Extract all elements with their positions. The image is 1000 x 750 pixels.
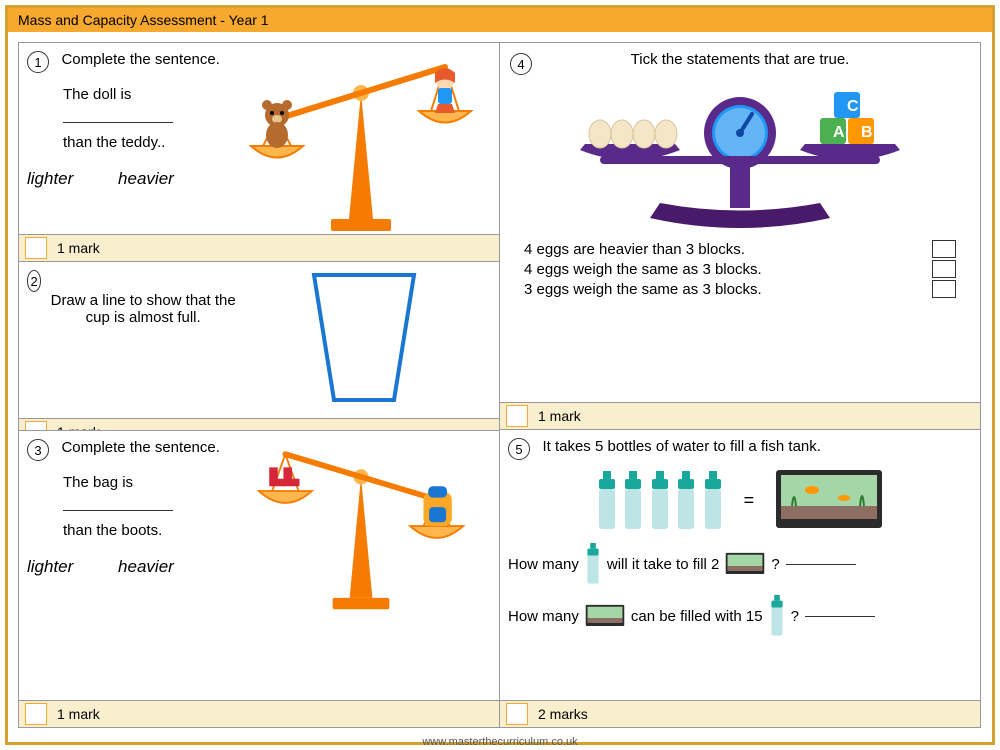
q1-number: 1 [27,51,49,73]
q3-mark-label: 1 mark [57,706,100,722]
q5-line2-c: ? [791,608,799,625]
question-4: 4 Tick the statements that are true. [499,42,981,430]
q5-mark-label: 2 marks [538,706,588,722]
bottle-icon [769,595,785,637]
q4-tickbox-2[interactable] [932,260,956,278]
fish-tank-icon [774,468,884,533]
left-column: 1 Complete the sentence. The doll is tha… [18,42,500,728]
q1-option-lighter: lighter [27,169,73,188]
question-3: 3 Complete the sentence. The bag is than… [18,430,500,728]
q4-instruction: Tick the statements that are true. [631,51,850,68]
q5-line1-a: How many [508,556,579,573]
q4-statement-1: 4 eggs are heavier than 3 blocks. [524,241,745,258]
content-grid: 1 Complete the sentence. The doll is tha… [8,32,992,738]
balance-scale-icon [231,439,491,614]
q5-answer-2[interactable] [805,616,875,617]
q5-instruction: It takes 5 bottles of water to fill a fi… [542,438,820,455]
q1-blank[interactable] [63,122,173,123]
q3-option-heavier: heavier [118,557,174,576]
q3-number: 3 [27,439,49,461]
q4-markbox[interactable] [506,405,528,427]
q5-line1-b: will it take to fill 2 [607,556,720,573]
q5-number: 5 [508,438,530,460]
footer-url: www.masterthecurriculum.co.uk [0,736,1000,748]
q2-number: 2 [27,270,41,292]
q5-line2-b: can be filled with 15 [631,608,763,625]
page-title: Mass and Capacity Assessment - Year 1 [8,8,992,32]
svg-text:C: C [847,98,859,115]
q5-line2-a: How many [508,608,579,625]
cup-icon[interactable] [299,270,429,410]
q3-line3: than the boots. [63,519,237,543]
q1-line1: The doll is [63,83,237,107]
q1-mark-label: 1 mark [57,240,100,256]
q4-tickbox-1[interactable] [932,240,956,258]
q4-tickbox-3[interactable] [932,280,956,298]
question-1: 1 Complete the sentence. The doll is tha… [18,42,500,262]
equals-icon: = [744,490,755,511]
q1-line3: than the teddy.. [63,131,237,155]
q4-mark-label: 1 mark [538,408,581,424]
q5-answer-1[interactable] [786,564,856,565]
q5-line1-c: ? [771,556,779,573]
q3-blank[interactable] [63,510,173,511]
q2-instruction: Draw a line to show that the cup is almo… [49,292,237,326]
dial-scale-icon: A B C [508,68,972,233]
question-5: 5 It takes 5 bottles of water to fill a … [499,429,981,728]
q1-option-heavier: heavier [118,169,174,188]
q4-statement-3: 3 eggs weigh the same as 3 blocks. [524,281,762,298]
svg-text:B: B [861,124,873,141]
question-2: 2 Draw a line to show that the cup is al… [18,261,500,431]
q4-number: 4 [510,53,532,75]
worksheet-frame: Mass and Capacity Assessment - Year 1 1 … [5,5,995,745]
q3-instruction: Complete the sentence. [61,439,219,456]
q4-statement-2: 4 eggs weigh the same as 3 blocks. [524,261,762,278]
bottles-row-icon [596,471,724,531]
q3-option-lighter: lighter [27,557,73,576]
q1-instruction: Complete the sentence. [61,51,219,68]
bottle-icon [585,543,601,585]
q5-markbox[interactable] [506,703,528,725]
q3-markbox[interactable] [25,703,47,725]
q3-line1: The bag is [63,471,237,495]
fish-tank-icon [725,550,765,578]
q1-markbox[interactable] [25,237,47,259]
svg-text:A: A [833,124,845,141]
right-column: 4 Tick the statements that are true. [499,42,981,728]
fish-tank-icon [585,602,625,630]
balance-scale-icon [231,51,491,236]
